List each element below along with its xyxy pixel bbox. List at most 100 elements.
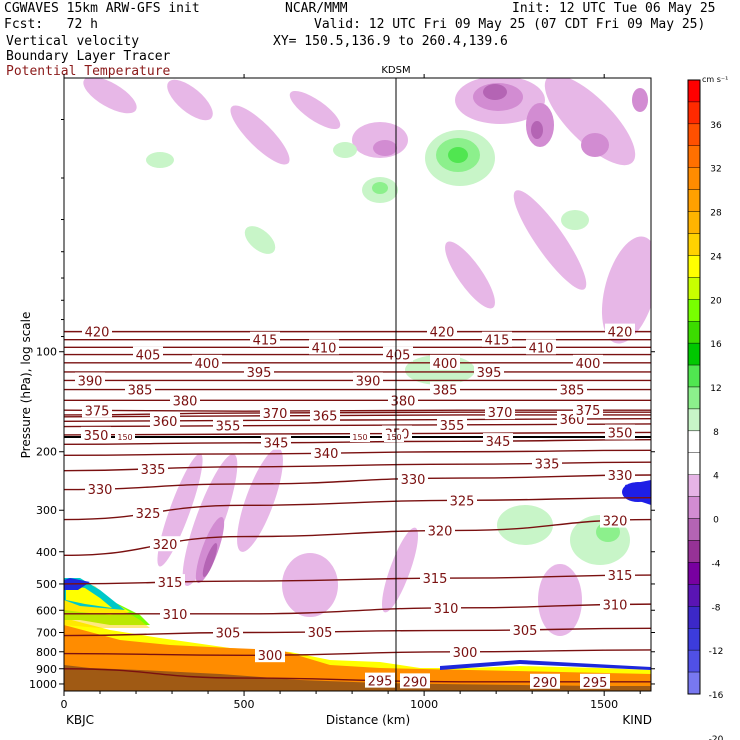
header-field-boundary-layer-tracer: Boundary Layer Tracer xyxy=(6,49,171,64)
theta-label-385: 385 xyxy=(128,384,153,399)
colorbar-frame xyxy=(687,79,701,695)
theta-label-bg xyxy=(510,621,540,637)
header-field-potential-temperature: Potential Temperature xyxy=(6,64,171,79)
colorbar-bin xyxy=(687,255,701,278)
theta-label-bg xyxy=(82,402,112,418)
theta-label-bg xyxy=(573,402,603,418)
x-tick-label: 500 xyxy=(234,698,255,711)
theta-label-bg xyxy=(600,512,630,528)
theta-label-350: 350 xyxy=(608,427,633,442)
theta-label-330: 330 xyxy=(401,473,426,488)
theta-label-bg xyxy=(305,623,335,639)
colorbar-label: 8 xyxy=(713,428,719,438)
theta-label-325: 325 xyxy=(136,507,161,522)
theta-label-390: 390 xyxy=(78,374,103,389)
x-axis-label: Distance (km) xyxy=(326,713,410,727)
theta-label-bg xyxy=(474,363,504,379)
theta-label-bg xyxy=(600,596,630,612)
theta-label-bg xyxy=(482,331,512,347)
theta-contour-340 xyxy=(64,449,651,457)
theta-label-bg xyxy=(573,354,603,370)
theta-label-305: 305 xyxy=(216,627,241,642)
colorbar-bin xyxy=(687,408,701,432)
theta-label-390: 390 xyxy=(356,374,381,389)
colorbar-bin xyxy=(687,540,701,563)
theta-label-305: 305 xyxy=(308,626,333,641)
theta-label-320: 320 xyxy=(428,525,453,540)
theta-label-bg xyxy=(447,492,477,508)
terrain xyxy=(64,665,651,691)
theta-label-295: 295 xyxy=(583,676,608,691)
theta-label-380: 380 xyxy=(391,394,416,409)
header-init-time: Init: 12 UTC Tue 06 May 25 xyxy=(512,1,716,16)
colorbar-bin xyxy=(687,628,701,651)
theta-label-bg xyxy=(309,339,339,355)
theta-label-295: 295 xyxy=(368,675,393,690)
theta-label-bg xyxy=(526,339,556,355)
header-line1-center: NCAR/MMM xyxy=(285,1,348,16)
colorbar-bin xyxy=(687,145,701,168)
theta-contour-375 xyxy=(64,409,651,412)
colorbar-bin xyxy=(687,562,701,585)
theta-label-bg xyxy=(605,567,635,583)
theta-label-385: 385 xyxy=(560,384,585,399)
theta-label-bg xyxy=(485,404,515,420)
theta-label-bg xyxy=(430,381,460,397)
theta-contour-310 xyxy=(64,603,651,615)
theta-label-bg xyxy=(85,481,115,497)
theta-label-bg xyxy=(244,363,274,379)
y-tick-label: 1000 xyxy=(29,678,57,691)
theta-label-385: 385 xyxy=(433,384,458,399)
theta-label-bg xyxy=(580,673,610,689)
axes: 0 500 1000 1500 100 200 300 400 500 600 700 800 900 1… xyxy=(29,74,655,711)
y-tick-label: 500 xyxy=(36,578,57,591)
colorbar: 36 32 28 24 20 16 12 8 4 0 -4 -8 -12 -16 -20 xyxy=(687,79,724,740)
colorbar-bin xyxy=(687,606,701,629)
theta-label-310: 310 xyxy=(603,598,628,613)
x-tick-label: 1000 xyxy=(410,698,438,711)
endpoint-right-label: KIND xyxy=(622,713,652,727)
theta-label-420: 420 xyxy=(608,326,633,341)
theta-label-360: 360 xyxy=(153,415,178,430)
colorbar-bin xyxy=(687,649,701,673)
theta-label-bg xyxy=(437,416,467,432)
theta-label-305: 305 xyxy=(513,624,538,639)
theta-label-bg xyxy=(260,405,290,421)
theta-label-bg xyxy=(557,381,587,397)
colorbar-bin xyxy=(687,671,701,695)
theta-label-bg xyxy=(125,381,155,397)
theta-label-bg xyxy=(213,624,243,640)
y-tick-label: 700 xyxy=(36,626,57,639)
theta-label-345: 345 xyxy=(264,437,289,452)
theta-label-310: 310 xyxy=(163,608,188,623)
theta-label-290: 290 xyxy=(533,676,558,691)
y-tick-label: 800 xyxy=(36,646,57,659)
colorbar-units: cm s⁻¹ xyxy=(702,75,728,84)
theta-label-bg xyxy=(605,424,635,440)
potential-temperature-labels: 295 290 290 295 300 300 305 305 305 310 310 310 315 3… xyxy=(75,323,635,691)
y-tick-label: 200 xyxy=(36,446,57,459)
tropopause-label: 150 xyxy=(117,433,132,442)
theta-label-bg xyxy=(431,599,461,615)
theta-label-bg xyxy=(81,426,111,442)
y-tick-label: 400 xyxy=(36,546,57,559)
theta-label-bg xyxy=(192,354,222,370)
colorbar-bin xyxy=(687,474,701,497)
theta-label-400: 400 xyxy=(433,357,458,372)
theta-label-bg xyxy=(160,605,190,621)
theta-contour-305 xyxy=(64,627,651,637)
theta-label-bg xyxy=(353,372,383,388)
theta-label-bg xyxy=(311,445,341,461)
header-xy-endpoints: XY= 150.5,136.9 to 260.4,139.6 xyxy=(273,34,508,49)
theta-label-340: 340 xyxy=(314,447,339,462)
theta-label-320: 320 xyxy=(603,515,628,530)
station-marker-label: KDSM xyxy=(381,65,410,76)
colorbar-label: 0 xyxy=(713,516,719,526)
theta-label-350: 350 xyxy=(84,429,109,444)
endpoint-left-label: KBJC xyxy=(66,713,94,727)
theta-label-bg xyxy=(213,417,243,433)
theta-label-bg xyxy=(365,672,395,688)
colorbar-bin xyxy=(687,167,701,190)
colorbar-bin xyxy=(687,386,701,410)
